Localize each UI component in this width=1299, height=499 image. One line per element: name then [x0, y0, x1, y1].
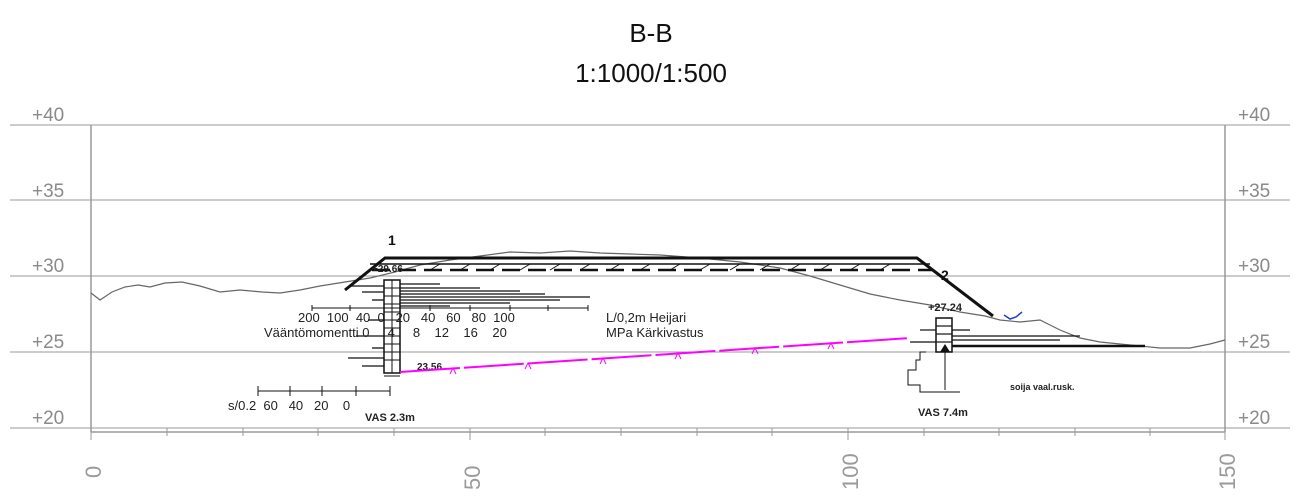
- right-borehole-top-level: +27.24: [928, 302, 963, 314]
- settlement-scale: [257, 386, 391, 396]
- station-label-150: 150: [1215, 453, 1240, 490]
- left-borehole-bottom-level: 23.56: [417, 362, 442, 373]
- left-borehole-scale-mpa: Vääntömomentti 0 4 8 12 16 20: [264, 325, 507, 340]
- station-label-100: 100: [838, 453, 863, 490]
- elev-label-right-20: +20: [1238, 408, 1270, 429]
- embankment-hatching: [429, 263, 891, 271]
- elev-label-left-20: +20: [32, 408, 64, 429]
- settlement-scale-label: s/0.2 60 40 20 0: [228, 398, 350, 413]
- magenta-dashed-line: [399, 337, 911, 373]
- elev-label-left-40: +40: [32, 105, 64, 126]
- elev-label-right-40: +40: [1238, 105, 1270, 126]
- right-borehole-soil: soija vaal.rusk.: [1010, 382, 1075, 392]
- elev-label-right-35: +35: [1238, 181, 1270, 202]
- station-ticks: [90, 428, 1226, 440]
- right-borehole-name: VAS 7.4m: [918, 407, 968, 419]
- right-borehole: [907, 317, 1145, 393]
- left-borehole-top-level: +29.66: [372, 264, 403, 275]
- terrain-line: [90, 250, 1226, 349]
- elev-label-right-25: +25: [1238, 332, 1270, 353]
- station-label-0: 0: [81, 466, 106, 478]
- embankment-outline: [344, 256, 994, 318]
- heijari-scale-ticks: [311, 305, 589, 311]
- water-line: [1003, 311, 1023, 320]
- left-borehole-heijari-label: L/0,2m Heijari: [606, 310, 686, 325]
- elev-label-right-30: +30: [1238, 256, 1270, 277]
- point-label-2: 2: [941, 267, 949, 283]
- station-label-50: 50: [460, 466, 485, 490]
- elev-label-left-35: +35: [32, 181, 64, 202]
- left-borehole: [348, 279, 590, 377]
- magenta-markers: [449, 341, 835, 375]
- point-label-1: 1: [388, 232, 396, 248]
- section-title: B-B: [629, 18, 672, 48]
- left-borehole-scale-heijari: 200 100 40 0 20 40 60 80 100: [298, 310, 515, 325]
- left-borehole-mpa-label: MPa Kärkivastus: [606, 325, 704, 340]
- elev-label-left-30: +30: [32, 256, 64, 277]
- elev-label-left-25: +25: [32, 332, 64, 353]
- section-scale: 1:1000/1:500: [575, 58, 727, 88]
- left-borehole-name: VAS 2.3m: [365, 412, 415, 424]
